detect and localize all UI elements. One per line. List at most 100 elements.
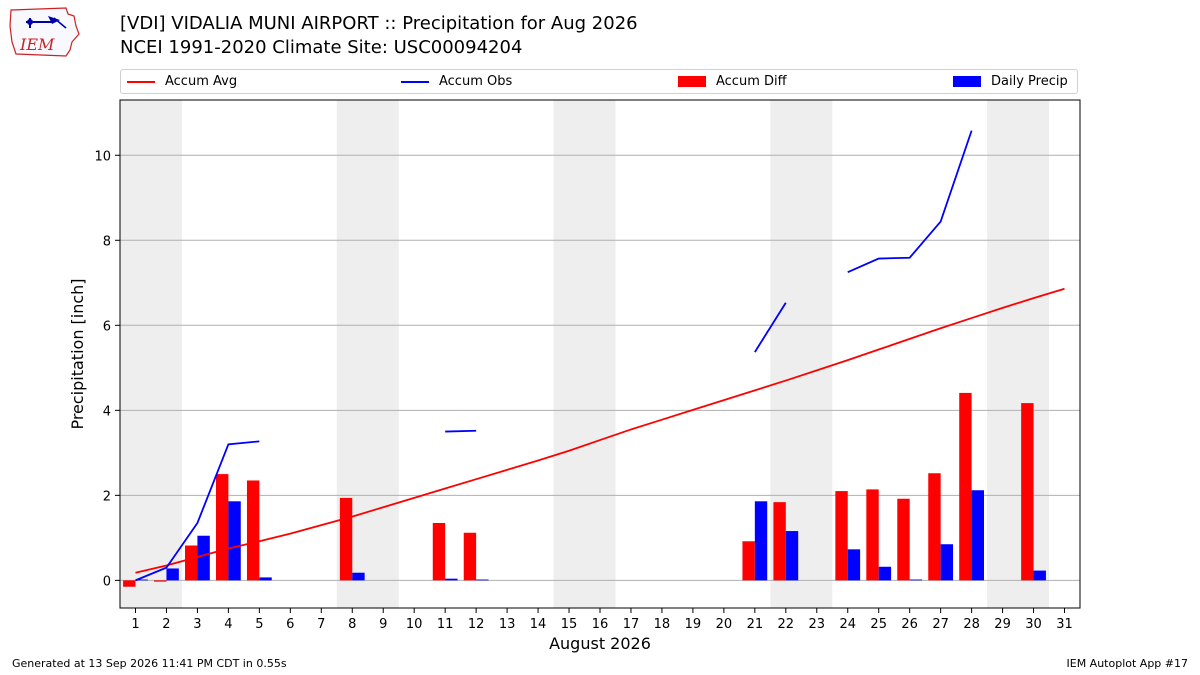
y-tick-label: 0 [103,574,111,589]
y-tick-label: 2 [103,489,111,504]
svg-text:IEM: IEM [19,35,55,54]
y-tick-label: 8 [103,234,111,249]
y-gridlines [120,154,1080,581]
bar-daily-precip [197,535,210,581]
bar-daily-precip [445,578,458,581]
bar-daily-precip [971,490,984,581]
bar-accum-diff [835,491,848,581]
x-tick-label: 2 [162,617,170,632]
bar-daily-precip [754,501,768,581]
legend-label: Daily Precip [991,74,1068,89]
x-tick-label: 19 [685,617,702,632]
iowa-map-icon: IEM [9,7,80,57]
bar-accum-diff [246,480,260,581]
bar-daily-precip [259,577,272,581]
x-tick-label: 27 [932,617,949,632]
x-tick-label: 9 [379,617,387,632]
legend-swatch-daily-precip [953,76,981,87]
x-tick-label: 5 [255,617,263,632]
bar-accum-diff [1021,403,1034,581]
footer-generated: Generated at 13 Sep 2026 11:41 PM CDT in… [12,657,287,670]
x-tick-label: 1 [131,617,139,632]
x-tick-label: 10 [406,617,423,632]
chart-subtitle: NCEI 1991-2020 Climate Site: USC00094204 [120,37,523,58]
bar-accum-diff [463,532,477,581]
x-tick-label: 7 [317,617,325,632]
bar-daily-precip [228,501,241,581]
legend-label: Accum Diff [716,74,787,89]
x-tick-label: 3 [193,617,201,632]
line-accum-obs [135,440,260,582]
line-accum-avg [135,287,1065,574]
x-tick-label: 30 [1025,617,1042,632]
x-tick-label: 29 [994,617,1011,632]
bar-accum-diff [185,545,198,581]
y-axis-label: Precipitation [inch] [68,278,87,429]
weekend-shade [987,100,1050,608]
bar-daily-precip [135,579,148,581]
legend-swatch-accum-avg [127,81,155,83]
x-tick-label: 13 [499,617,516,632]
bar-accum-diff [897,498,910,581]
x-tick-label: 25 [870,617,887,632]
weekend-shade [553,100,616,608]
x-tick-label: 28 [963,617,980,632]
x-tick-label: 8 [348,617,356,632]
line-accum-obs [847,130,973,273]
legend-swatch-accum-obs [401,81,429,83]
x-tick-label: 23 [809,617,826,632]
bar-accum-diff [339,497,353,581]
legend-swatch-accum-diff [678,76,706,87]
bar-accum-diff [742,541,755,581]
bar-daily-precip [940,544,954,581]
bar-daily-precip [878,566,892,581]
x-tick-label: 15 [561,617,578,632]
bars-layer [123,392,1046,587]
bar-accum-diff [773,502,786,581]
bar-accum-diff [432,522,446,581]
x-tick-label: 14 [530,617,547,632]
bar-daily-precip [785,531,799,581]
bar-accum-diff [123,580,136,587]
chart-title: [VDI] VIDALIA MUNI AIRPORT :: Precipitat… [120,13,638,34]
x-tick-label: 6 [286,617,294,632]
bar-daily-precip [476,579,489,581]
line-accum-obs [754,302,787,353]
bar-accum-diff [959,392,972,581]
y-tick-label: 6 [103,319,111,334]
x-axis-label: August 2026 [549,634,651,653]
x-tick-label: 17 [623,617,640,632]
x-tick-label: 18 [654,617,671,632]
x-tick-label: 24 [839,617,856,632]
bar-accum-diff [154,580,167,582]
legend-label: Accum Avg [165,74,238,89]
iem-logo: IEM [8,6,82,58]
weekend-shade [120,100,182,608]
x-tick-label: 16 [592,617,609,632]
bar-accum-diff [216,474,229,581]
x-axis-ticks: 1 2 3 4 5 6 7 8 9 10 11 12 13 14 15 16 17 18 19 20 21 22 23 24 2… [131,608,1073,632]
bar-daily-precip [909,579,923,581]
bar-accum-diff [866,489,879,581]
x-tick-label: 20 [716,617,733,632]
line-accum-obs [445,429,477,433]
bar-daily-precip [847,549,861,581]
y-axis-ticks: 0 2 4 6 8 10 [94,149,120,589]
x-tick-label: 31 [1056,617,1073,632]
footer-app: IEM Autoplot App #17 [1066,657,1189,670]
x-tick-label: 4 [224,617,232,632]
legend-label: Accum Obs [439,74,513,89]
bar-daily-precip [352,572,365,581]
bar-accum-diff [928,473,941,581]
bar-daily-precip [166,568,179,581]
x-tick-label: 11 [437,617,454,632]
x-tick-label: 21 [747,617,764,632]
x-tick-label: 12 [468,617,485,632]
weekend-shading [120,100,1050,608]
bar-daily-precip [1033,570,1046,581]
legend: Accum Avg Accum Obs Accum Diff Daily Pre… [120,69,1078,94]
lines-layer [135,130,1065,582]
y-tick-label: 4 [103,404,111,419]
x-tick-label: 22 [778,617,795,632]
